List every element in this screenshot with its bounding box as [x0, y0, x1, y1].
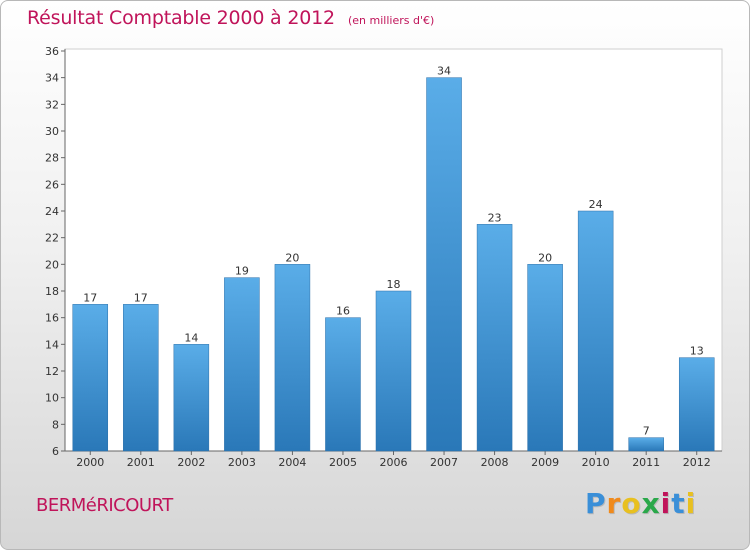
bar: [173, 344, 210, 452]
y-tick-label: 8: [52, 418, 59, 431]
y-tick-label: 6: [52, 445, 59, 458]
bar-value-label: 18: [387, 278, 401, 291]
bar: [476, 224, 513, 452]
y-tick-label: 34: [45, 72, 59, 85]
bar-value-label: 17: [83, 291, 97, 304]
x-tick-label: 2008: [481, 456, 509, 469]
bar: [123, 304, 159, 452]
y-tick-label: 20: [45, 258, 59, 271]
logo-letter: r: [606, 487, 622, 520]
y-tick-label: 22: [45, 232, 59, 245]
y-tick-label: 36: [45, 45, 59, 58]
x-tick-label: 2011: [632, 456, 660, 469]
y-tick-label: 28: [45, 152, 59, 165]
y-tick-label: 32: [45, 98, 59, 111]
y-tick-label: 24: [45, 205, 59, 218]
logo-letter: i: [660, 487, 672, 520]
commune-name: BERMéRICOURT: [36, 495, 173, 516]
y-tick-label: 12: [45, 365, 59, 378]
bar-value-label: 7: [643, 425, 650, 438]
x-tick-label: 2006: [380, 456, 408, 469]
x-tick-label: 2000: [76, 456, 104, 469]
x-tick-label: 2004: [278, 456, 306, 469]
bar-value-label: 13: [690, 345, 704, 358]
bar-value-label: 14: [184, 331, 198, 344]
bar: [274, 264, 311, 452]
x-tick-label: 2005: [329, 456, 357, 469]
bar: [426, 77, 462, 452]
bar-value-label: 16: [336, 305, 350, 318]
x-tick-label: 2002: [177, 456, 205, 469]
y-tick-label: 30: [45, 125, 59, 138]
chart-subtitle: (en milliers d'€): [347, 14, 435, 27]
chart-title: Résultat Comptable 2000 à 2012: [27, 7, 335, 29]
bar: [224, 277, 260, 452]
bar: [325, 317, 361, 452]
bar: [577, 210, 614, 452]
bar: [527, 264, 563, 452]
logo-letter: P: [585, 487, 607, 520]
logo-letter: o: [621, 487, 642, 520]
y-tick-label: 16: [45, 312, 59, 325]
bar: [628, 437, 664, 452]
bar-value-label: 20: [285, 251, 299, 264]
y-tick-label: 26: [45, 178, 59, 191]
x-tick-label: 2007: [430, 456, 458, 469]
bar-value-label: 34: [437, 65, 451, 78]
x-tick-label: 2012: [683, 456, 711, 469]
bar: [375, 290, 412, 452]
chart-title-block: Résultat Comptable 2000 à 2012 (en milli…: [27, 7, 434, 29]
x-tick-label: 2009: [531, 456, 559, 469]
y-tick-label: 14: [45, 338, 59, 351]
x-tick-label: 2010: [582, 456, 610, 469]
bar-value-label: 20: [538, 251, 552, 264]
logo-letter: x: [641, 487, 661, 520]
bar-value-label: 24: [589, 198, 603, 211]
bar-value-label: 19: [235, 265, 249, 278]
bar: [72, 304, 109, 452]
logo-letter: i: [685, 487, 697, 520]
bar: [678, 357, 715, 452]
logo-letter: t: [671, 487, 686, 520]
proxiti-logo: Proxiti: [585, 487, 696, 520]
y-tick-label: 18: [45, 285, 59, 298]
x-tick-label: 2003: [228, 456, 256, 469]
bar-value-label: 23: [488, 211, 502, 224]
bar-value-label: 17: [134, 291, 148, 304]
x-tick-label: 2001: [127, 456, 155, 469]
y-tick-label: 10: [45, 392, 59, 405]
